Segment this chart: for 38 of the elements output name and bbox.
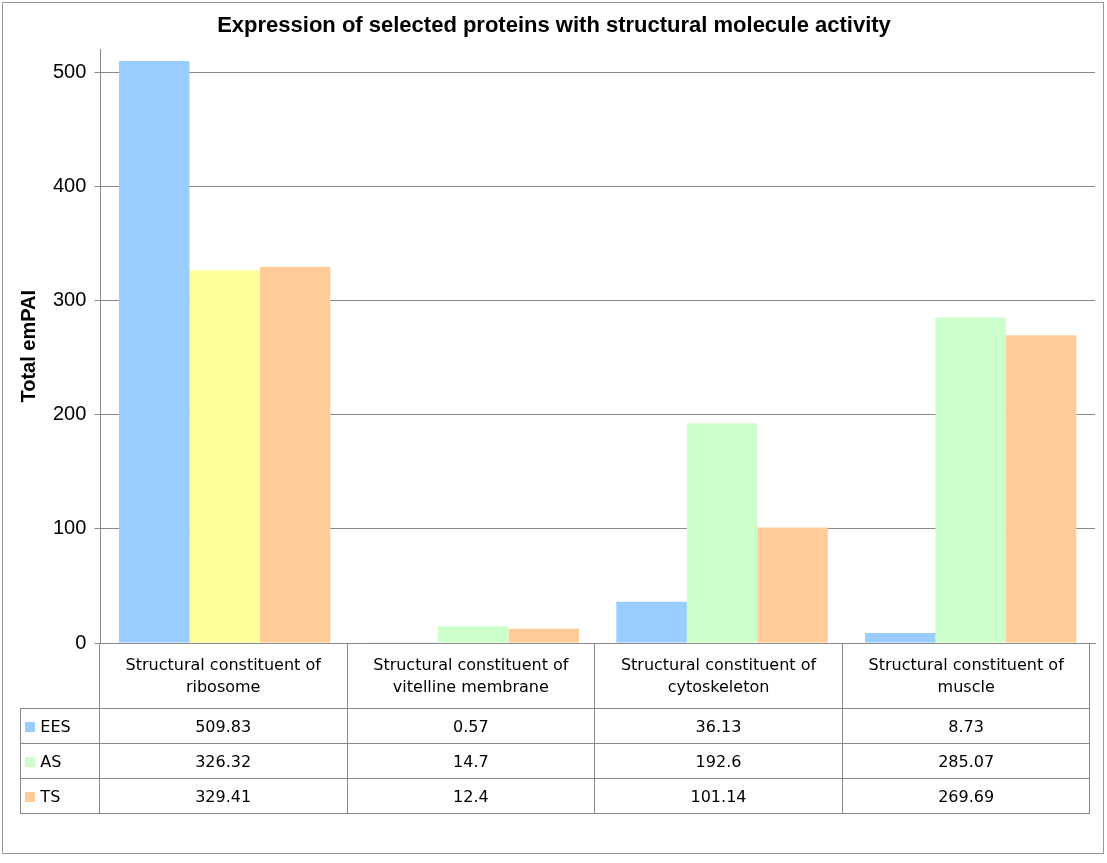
y-tick-label: 100 (52, 516, 87, 539)
data-label: 269.69 (842, 778, 1090, 814)
data-label: 329.41 (99, 778, 348, 814)
y-tick-label: 300 (52, 288, 87, 311)
x-tick-label: Structural constituent of vitelline membrane (347, 643, 595, 709)
x-tick-label: Structural constituent of muscle (842, 643, 1090, 709)
y-tick-label: 200 (52, 402, 87, 425)
bar (259, 266, 331, 643)
y-tick-label: 500 (52, 59, 87, 82)
bar (757, 527, 828, 643)
data-label: 285.07 (842, 743, 1090, 779)
data-label: 101.14 (594, 778, 843, 814)
bar (189, 270, 260, 643)
bar (438, 626, 509, 643)
bar (508, 628, 580, 643)
data-label: 8.73 (842, 708, 1090, 744)
bar (1005, 335, 1077, 643)
chart-title: Expression of selected proteins with structural molecule activity (217, 12, 892, 38)
data-label: 12.4 (347, 778, 595, 814)
bar (686, 423, 758, 643)
legend-label: AS (20, 743, 100, 779)
data-label: 36.13 (594, 708, 843, 744)
legend-label: EES (20, 708, 100, 744)
data-label: 509.83 (99, 708, 348, 744)
data-label: 14.7 (347, 743, 595, 779)
y-tick-label: 0 (75, 630, 87, 653)
bar (864, 633, 936, 643)
data-label: 326.32 (99, 743, 348, 779)
bar (935, 317, 1006, 643)
data-label: 0.57 (347, 708, 595, 744)
data-label: 192.6 (594, 743, 843, 779)
bar (119, 61, 190, 643)
y-axis-title: Total emPAI (16, 289, 39, 403)
x-tick-label: Structural constituent of cytoskeleton (594, 643, 843, 709)
bar (616, 601, 687, 643)
y-tick-label: 400 (52, 173, 87, 196)
legend-label: TS (20, 778, 100, 814)
x-tick-label: Structural constituent of ribosome (99, 643, 348, 709)
